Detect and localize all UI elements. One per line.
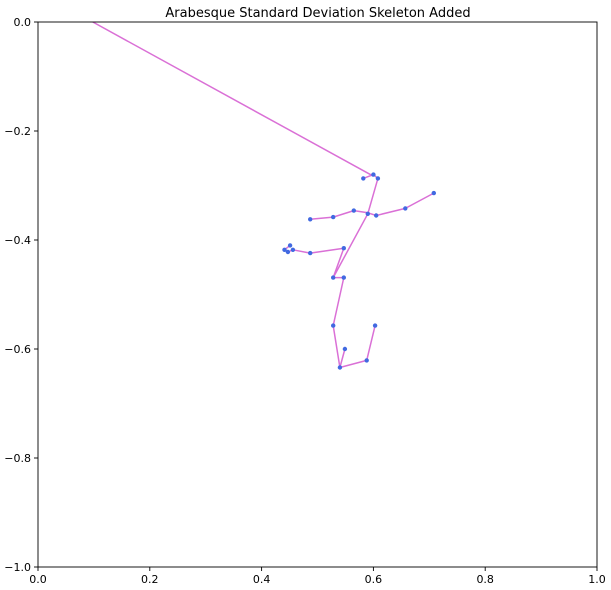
joint-point [341, 275, 346, 280]
y-tick-label: −1.0 [4, 561, 31, 574]
skeleton-segment-1 [92, 22, 374, 177]
joint-point [337, 365, 343, 370]
joint-point [282, 247, 287, 252]
y-tick-label: −0.2 [4, 125, 31, 138]
joint-point [365, 211, 370, 216]
joint-point [308, 217, 313, 222]
joint-point [364, 358, 369, 363]
joint-point [290, 247, 296, 252]
joint-point [361, 176, 366, 181]
x-tick-label: 0.8 [476, 573, 494, 586]
joint-point [374, 213, 379, 218]
axes: 0.0 0.2 0.4 0.6 0.8 1.0 0.0 −0.2 −0.4 −0.6 −0.8 −1.… [4, 16, 605, 586]
x-tick-label: 0.4 [253, 573, 271, 586]
joint-point [372, 323, 378, 328]
skeleton-segment-2 [363, 173, 379, 180]
joint-point [331, 214, 336, 220]
joint-point [371, 172, 376, 177]
y-tick-label: −0.8 [4, 452, 31, 465]
joint-point [342, 346, 348, 352]
skeleton-segment-3 [332, 178, 379, 278]
skeleton-segment-6 [332, 276, 376, 369]
joint-point [351, 208, 356, 213]
x-tick-label: 1.0 [588, 573, 606, 586]
x-tick-label: 0.0 [29, 573, 47, 586]
joint-point [431, 190, 436, 196]
joint-point [308, 250, 313, 256]
y-tick-label: 0.0 [14, 16, 32, 29]
y-tick-label: −0.6 [4, 343, 31, 356]
joint-point [331, 323, 336, 328]
x-tick-label: 0.6 [365, 573, 383, 586]
plot-marks [92, 22, 436, 370]
joint-point [285, 249, 291, 255]
x-tick-label: 0.2 [141, 573, 159, 586]
joint-point [287, 243, 293, 248]
plot-frame [37, 21, 598, 568]
plot-area [92, 22, 436, 370]
joint-point [403, 206, 408, 211]
chart-title: Arabesque Standard Deviation Skeleton Ad… [165, 6, 470, 21]
joint-point [331, 275, 336, 280]
joint-point [375, 176, 381, 181]
skeleton-segment-7 [339, 348, 346, 368]
y-tick-label: −0.4 [4, 234, 31, 247]
joint-point [341, 246, 346, 251]
